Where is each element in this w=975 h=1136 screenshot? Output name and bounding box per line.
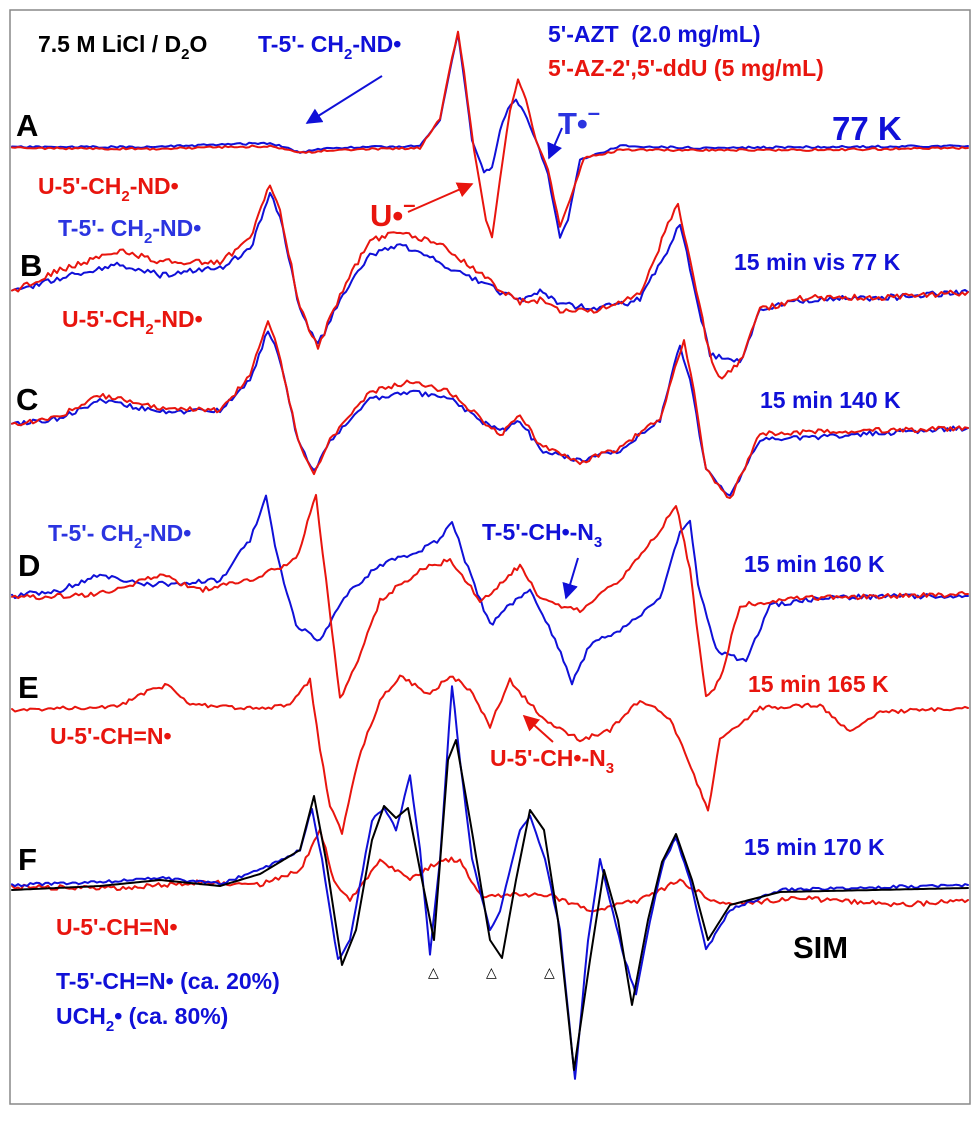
b-red-label: U-5'-CH2-ND• (38, 173, 179, 205)
condition-d: 15 min 160 K (744, 551, 885, 577)
d-blue-label: T-5'- CH2-ND• (48, 520, 191, 552)
trace-c-blue (11, 330, 969, 497)
trace-a-blue (11, 32, 969, 239)
triangle-marker-1: △ (428, 964, 439, 980)
condition-f: 15 min 170 K (744, 834, 885, 860)
solvent-label: 7.5 M LiCl / D2O (38, 31, 207, 63)
trace-d-blue (11, 494, 969, 686)
trace-b-blue (11, 191, 969, 364)
sim-label: SIM (793, 930, 848, 965)
trace-d-red (11, 493, 969, 699)
arrow-t-anion (547, 127, 563, 160)
triangle-marker-2: △ (486, 964, 497, 980)
condition-b: 15 min vis 77 K (734, 249, 901, 275)
trace-f-sim (11, 739, 969, 1071)
trace-e-red (11, 674, 969, 835)
trace-f-red (11, 828, 969, 913)
f-red-label: U-5'-CH=N• (56, 914, 178, 940)
legend-ddu: 5'-AZ-2',5'-ddU (5 mg/mL) (548, 55, 824, 81)
c-red-label: U-5'-CH2-ND• (62, 306, 203, 338)
figure-frame (9, 9, 971, 1105)
f-blue-label-1: T-5'-CH=N• (ca. 20%) (56, 968, 280, 994)
radical-label-top: T-5'- CH2-ND• (258, 31, 401, 63)
e-azide-label: U-5'-CH•-N3 (490, 745, 614, 777)
trace-c-red (11, 320, 969, 499)
condition-e: 15 min 165 K (748, 671, 889, 697)
condition-a: 77 K (832, 110, 902, 147)
condition-c: 15 min 140 K (760, 387, 901, 413)
arrow-e-azide (522, 714, 554, 743)
e-imine-label: U-5'-CH=N• (50, 723, 172, 749)
panel-letter-e: E (18, 670, 39, 705)
panel-letter-b: B (20, 248, 42, 283)
panel-letter-a: A (16, 108, 38, 143)
t-anion-label: T•– (558, 100, 600, 141)
panel-letter-f: F (18, 842, 37, 877)
u-anion-label: U•– (370, 192, 416, 233)
trace-f-blue (11, 685, 969, 1080)
arrow-d-azide (562, 557, 579, 600)
spectra-traces (11, 30, 969, 1080)
panel-letter-d: D (18, 548, 40, 583)
arrow-u-anion (407, 182, 474, 213)
trace-b-red (11, 184, 969, 380)
panel-letter-c: C (16, 382, 38, 417)
f-blue-label-2: UCH2• (ca. 80%) (56, 1003, 228, 1035)
b-blue-label: T-5'- CH2-ND• (58, 215, 201, 247)
triangle-marker-3: △ (544, 964, 555, 980)
legend-azt: 5'-AZT (2.0 mg/mL) (548, 21, 760, 47)
arrow-radical-top (305, 75, 383, 124)
trace-a-red (11, 30, 969, 239)
d-azide-label: T-5'-CH•-N3 (482, 519, 602, 551)
